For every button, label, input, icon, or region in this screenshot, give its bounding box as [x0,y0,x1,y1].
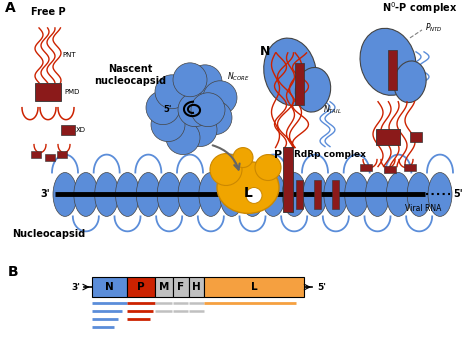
Ellipse shape [137,173,160,216]
Ellipse shape [219,173,244,216]
Ellipse shape [53,173,77,216]
Circle shape [233,148,253,168]
Text: RdRp complex: RdRp complex [294,150,366,159]
Circle shape [173,63,207,97]
Circle shape [191,93,225,127]
Ellipse shape [178,173,202,216]
Ellipse shape [264,38,316,106]
Text: Viral RNA: Viral RNA [405,204,441,214]
Text: H: H [192,282,201,292]
Bar [173,277,189,297]
Ellipse shape [116,173,139,216]
Text: A: A [5,1,16,15]
Ellipse shape [217,162,279,213]
Text: L: L [244,186,253,200]
Bar [295,63,304,105]
Bar [155,277,173,297]
Ellipse shape [95,173,118,216]
Circle shape [203,81,237,115]
Text: B: B [8,265,18,279]
Bar [35,83,61,101]
Ellipse shape [345,173,369,216]
Circle shape [146,91,180,125]
Ellipse shape [394,61,426,103]
Text: Nascent
nucleocapsid: Nascent nucleocapsid [94,64,166,85]
Bar [360,164,372,171]
Text: 3': 3' [40,190,50,200]
Ellipse shape [295,67,331,112]
Text: 5': 5' [453,190,463,200]
Ellipse shape [240,173,264,216]
Bar [332,180,339,209]
Text: F: F [177,282,184,292]
Text: P: P [274,150,282,159]
Bar [92,277,127,297]
Bar [410,132,422,141]
Bar [384,166,396,173]
Ellipse shape [360,28,416,95]
Ellipse shape [261,173,285,216]
Text: N: N [260,45,270,59]
Text: L: L [251,282,257,292]
Bar [389,50,398,90]
Ellipse shape [74,173,98,216]
Circle shape [178,93,212,127]
Text: 3': 3' [72,283,81,292]
Ellipse shape [303,173,327,216]
Ellipse shape [324,173,348,216]
Text: PNT: PNT [62,52,76,58]
Text: 5': 5' [317,283,326,292]
Text: PMD: PMD [64,89,79,95]
Bar [45,154,55,161]
Text: $N_{TAIL}$: $N_{TAIL}$ [323,103,342,116]
Text: XD: XD [76,127,86,132]
Text: N$^0$-P complex: N$^0$-P complex [383,0,457,16]
Circle shape [255,155,281,181]
Text: N: N [105,282,114,292]
Text: M: M [159,282,169,292]
Circle shape [168,78,202,112]
Bar [57,151,67,158]
Text: Nucleocapsid: Nucleocapsid [12,229,85,239]
Ellipse shape [386,173,410,216]
Ellipse shape [282,173,306,216]
Bar [404,164,416,171]
Bar [376,129,400,145]
Circle shape [166,121,200,155]
Ellipse shape [428,173,452,216]
Circle shape [198,101,232,135]
Ellipse shape [199,173,223,216]
Ellipse shape [365,173,390,216]
Bar [283,147,293,212]
Ellipse shape [407,173,431,216]
Bar [204,277,304,297]
Bar [31,151,41,158]
Bar [315,180,321,209]
Bar [297,180,303,209]
Text: 5': 5' [164,105,172,114]
Circle shape [155,75,189,109]
Bar [61,125,75,135]
Circle shape [183,113,217,146]
Bar [127,277,155,297]
Text: Free P: Free P [31,7,65,17]
Circle shape [246,187,262,204]
Ellipse shape [157,173,181,216]
Bar [189,277,204,297]
Text: $P_{NTD}$: $P_{NTD}$ [425,22,443,34]
Circle shape [151,108,185,141]
Circle shape [188,65,222,99]
Text: $N_{CORE}$: $N_{CORE}$ [227,70,250,83]
Circle shape [210,154,242,186]
Text: P: P [137,282,145,292]
